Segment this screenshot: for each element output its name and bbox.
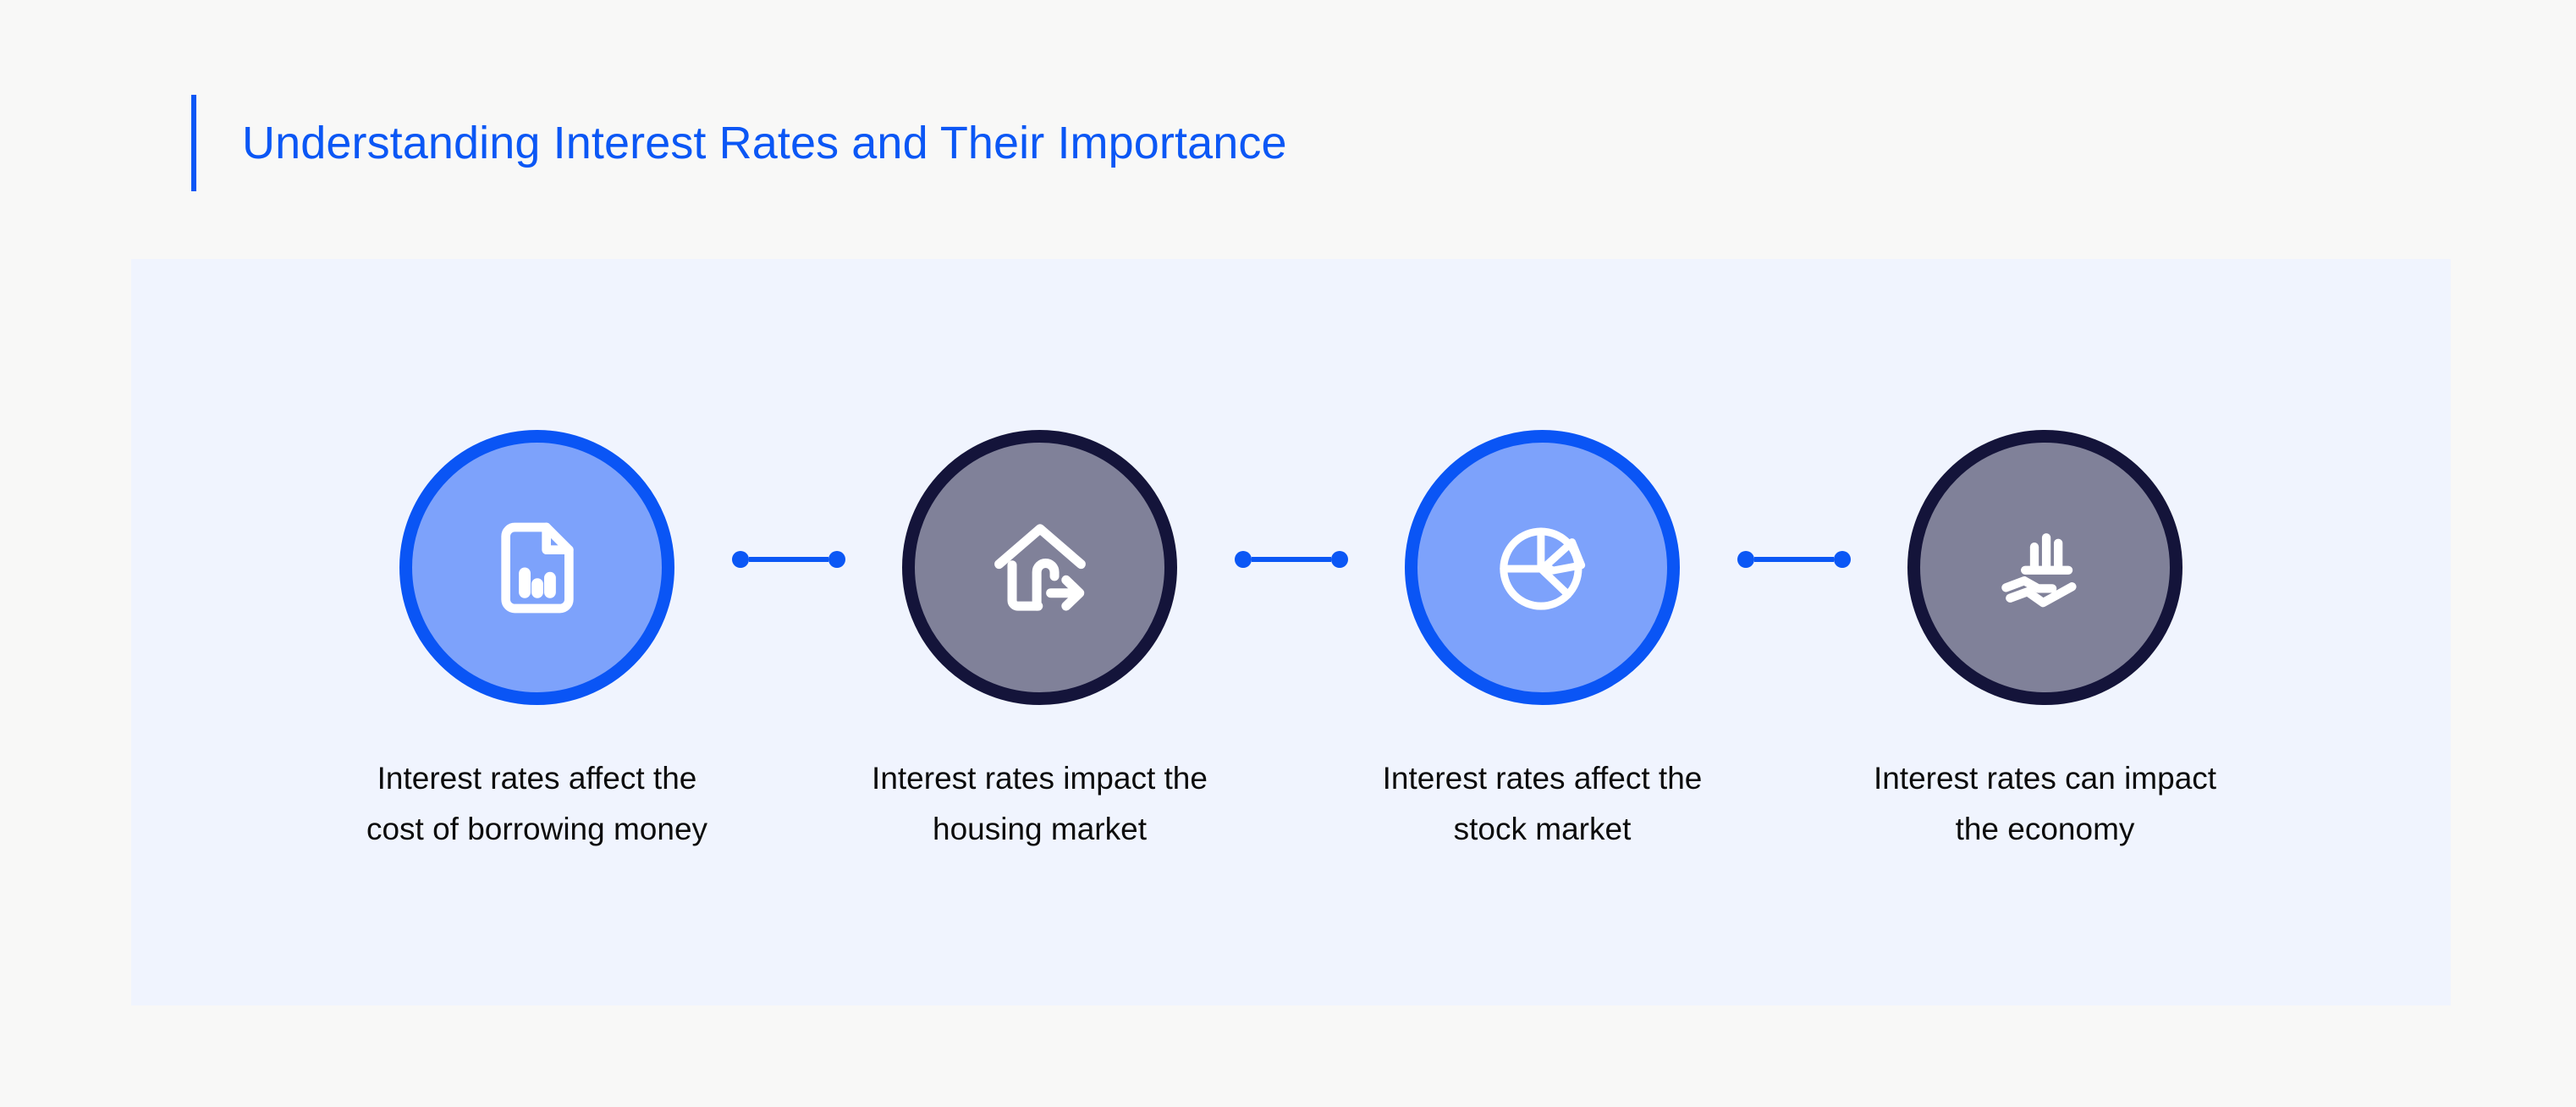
flow-step-3[interactable]: Interest rates affect the stock market <box>1348 259 1737 856</box>
flow-step-2[interactable]: Interest rates impact the housing market <box>845 259 1235 856</box>
connector-line <box>748 557 828 562</box>
house-arrow-right-icon <box>984 512 1096 624</box>
flow-step-4[interactable]: Interest rates can impact the economy <box>1851 259 2240 856</box>
connector-dot-left-icon <box>1737 551 1754 568</box>
step-2-icon-circle[interactable] <box>902 430 1177 705</box>
step-1-icon-circle[interactable] <box>399 430 674 705</box>
connector-2 <box>1234 551 1348 568</box>
document-bar-chart-icon <box>483 514 592 622</box>
pie-chart-exploded-slice-icon <box>1489 515 1596 621</box>
connector-line <box>1753 557 1834 562</box>
connector-dot-left-icon <box>1234 551 1252 568</box>
page-title: Understanding Interest Rates and Their I… <box>191 95 1287 191</box>
flow-steps-row: Interest rates affect the cost of borrow… <box>131 259 2451 1005</box>
title-accent-bar <box>191 95 196 191</box>
connector-line <box>1251 557 1331 562</box>
step-2-caption: Interest rates impact the housing market <box>872 761 1208 847</box>
step-4-icon-circle[interactable] <box>1907 430 2182 705</box>
connector-dot-right-icon <box>828 551 845 568</box>
step-3-icon-circle[interactable] <box>1405 430 1680 705</box>
connector-dot-right-icon <box>1330 551 1348 568</box>
flow-panel: Interest rates affect the cost of borrow… <box>131 259 2451 1005</box>
connector-1 <box>731 551 845 568</box>
connector-dot-left-icon <box>731 551 749 568</box>
step-1-caption: Interest rates affect the cost of borrow… <box>366 761 708 847</box>
connector-dot-right-icon <box>1833 551 1851 568</box>
bar-chart-declining-line-icon <box>1990 513 2100 623</box>
step-3-caption: Interest rates affect the stock market <box>1382 761 1703 847</box>
step-4-caption: Interest rates can impact the economy <box>1873 761 2217 847</box>
flow-step-1[interactable]: Interest rates affect the cost of borrow… <box>343 259 732 856</box>
page-title-text: Understanding Interest Rates and Their I… <box>242 118 1287 168</box>
connector-3 <box>1737 551 1851 568</box>
